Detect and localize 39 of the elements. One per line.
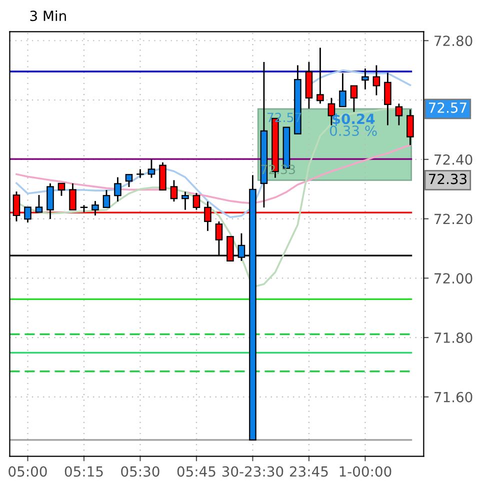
candlestick (362, 68, 369, 90)
candlestick (35, 194, 43, 213)
candlestick (170, 179, 178, 202)
y-tick-label: 71.80 (434, 332, 472, 343)
candlestick (372, 64, 380, 96)
candlestick (316, 47, 324, 104)
candlestick (406, 108, 414, 146)
candlestick (102, 189, 110, 208)
x-tick-label: 05:00 (8, 466, 47, 477)
candlestick (24, 206, 32, 224)
candlestick (69, 182, 76, 211)
x-tick-label: 05:30 (121, 466, 160, 477)
y-tick-label: 71.60 (434, 392, 472, 402)
candlestick (339, 72, 346, 108)
annotation: 0.33 % (330, 125, 377, 136)
text: 72.57 (428, 102, 466, 113)
x-tick-label: 30-23:30 (222, 466, 284, 477)
band-label: $0.24 (332, 113, 375, 126)
x-tick-label: 1-00:00 (340, 466, 392, 477)
candlestick (58, 182, 66, 197)
candlestick (114, 176, 122, 202)
text: 72.33 (428, 174, 466, 184)
candlestick (148, 158, 156, 178)
candlestick (92, 200, 99, 216)
x-tick-label: 23:45 (290, 466, 328, 477)
y-tick-label: 72.20 (434, 214, 472, 224)
candlestick (384, 72, 392, 126)
candlestick (136, 168, 144, 178)
y-tick-label: 72.00 (434, 273, 472, 284)
x-tick-label: 05:45 (177, 466, 216, 477)
candlestick (46, 182, 54, 220)
candlestick (350, 85, 358, 113)
candlestick (125, 174, 133, 188)
candlestick (395, 102, 403, 126)
y-tick-label: 72.40 (434, 154, 472, 165)
chart-title: 3 Min (30, 10, 66, 22)
y-tick-label: 72.80 (434, 36, 472, 46)
candlestick (182, 191, 189, 211)
x-tick-label: 05:15 (64, 466, 103, 477)
